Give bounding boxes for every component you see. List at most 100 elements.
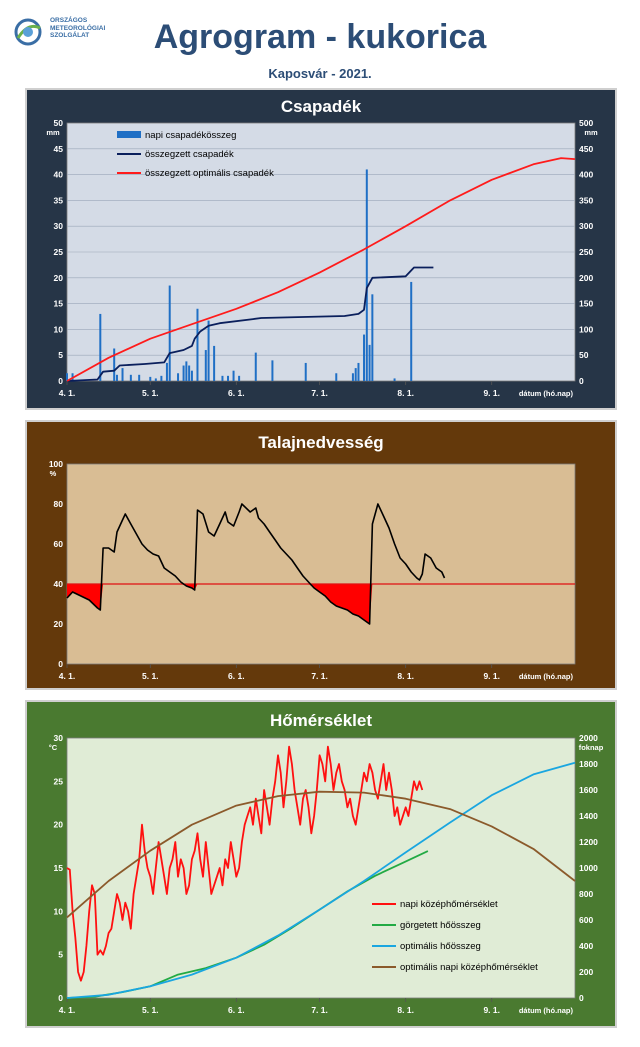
precipitation-bar xyxy=(113,348,116,381)
y2-tick-label: 1000 xyxy=(579,863,598,873)
precipitation-bar xyxy=(168,285,171,381)
x-tick-label: 4. 1. xyxy=(59,1005,76,1015)
x-axis-label: dátum (hó.nap) xyxy=(519,1006,574,1015)
x-tick-label: 5. 1. xyxy=(142,1005,159,1015)
legend-swatch xyxy=(117,131,141,138)
x-tick-label: 9. 1. xyxy=(483,1005,500,1015)
y2-tick-label: 600 xyxy=(579,915,593,925)
temperature-chart: Hőmérséklet 0 5 10 15 20 25 30°C 0 200 400 600 800 10… xyxy=(49,711,604,1015)
y2-tick-label: 50 xyxy=(579,350,589,360)
y2-tick-label: 0 xyxy=(579,376,584,386)
y-tick-label: 10 xyxy=(54,906,64,916)
legend-label: összegzett optimális csapadék xyxy=(145,168,274,179)
moisture-deficit-area xyxy=(67,584,445,624)
series-line-2 xyxy=(66,157,576,382)
x-tick-label: 4. 1. xyxy=(59,671,76,681)
x-tick-label: 5. 1. xyxy=(142,671,159,681)
y2-tick-label: 200 xyxy=(579,967,593,977)
y2-tick-label: 2000 xyxy=(579,733,598,743)
x-tick-label: 6. 1. xyxy=(228,1005,245,1015)
y-tick-label: 0 xyxy=(58,993,63,1003)
temperature-panel: Hőmérséklet 0 5 10 15 20 25 30 °C 0 200 400 600 800 10… xyxy=(25,700,617,1028)
y-tick-label: 15 xyxy=(54,863,64,873)
y2-tick-label: 200 xyxy=(579,273,593,283)
legend-label: optimális napi középhőmérséklet xyxy=(400,962,538,973)
x-tick-label: 9. 1. xyxy=(483,671,500,681)
y2-tick-label: 800 xyxy=(579,889,593,899)
omsz-logo: ORSZÁGOS METEOROLÓGIAI SZOLGÁLAT xyxy=(12,16,152,50)
y-tick-label: 25 xyxy=(54,776,64,786)
y-tick-label: 5 xyxy=(58,950,63,960)
precipitation-bar xyxy=(196,308,199,381)
precipitation-bar xyxy=(221,375,224,381)
precipitation-bar xyxy=(177,373,180,381)
chart-title: Hőmérséklet xyxy=(270,711,372,730)
y2-axis-label: foknap xyxy=(579,743,604,752)
x-tick-label: 7. 1. xyxy=(311,388,328,398)
series-line-0 xyxy=(66,503,446,625)
logo-line-1: ORSZÁGOS xyxy=(50,17,88,24)
omsz-logo-icon xyxy=(14,18,42,46)
y2-tick-label: 400 xyxy=(579,941,593,951)
y-tick-label: 30 xyxy=(54,733,64,743)
y-tick-label: 40 xyxy=(54,170,64,180)
x-axis-label: dátum (hó.nap) xyxy=(519,672,574,681)
y2-axis-label: mm xyxy=(584,128,598,137)
y-axis-label: % xyxy=(50,469,57,478)
precipitation-bar xyxy=(271,360,274,381)
x-tick-label: 8. 1. xyxy=(397,671,414,681)
precipitation-bar xyxy=(99,313,102,381)
precipitation-bar xyxy=(115,374,118,381)
y-tick-label: 20 xyxy=(54,619,64,629)
page-title: Agrogram - kukorica xyxy=(153,18,487,56)
x-tick-label: 7. 1. xyxy=(311,1005,328,1015)
y2-tick-label: 400 xyxy=(579,170,593,180)
y-tick-label: 20 xyxy=(54,273,64,283)
precipitation-bar xyxy=(238,375,241,381)
soil-moisture-panel: Talajnedvesség 0 20 40 60 80 100% 4. 1. 5. 1. 6. … xyxy=(25,420,617,690)
x-tick-label: 6. 1. xyxy=(228,388,245,398)
precipitation-chart: Csapadék05101520253035404550mm0501001502… xyxy=(46,97,598,398)
x-tick-label: 4. 1. xyxy=(59,388,76,398)
logo-line-2: METEOROLÓGIAI xyxy=(50,24,106,32)
y-tick-label: 40 xyxy=(54,579,64,589)
y-tick-label: 25 xyxy=(54,247,64,257)
chart-title: Talajnedvesség xyxy=(258,433,383,452)
y-tick-label: 5 xyxy=(58,350,63,360)
y2-tick-label: 450 xyxy=(579,144,593,154)
y2-tick-label: 250 xyxy=(579,247,593,257)
precipitation-bar xyxy=(351,373,354,381)
x-tick-label: 5. 1. xyxy=(142,388,159,398)
precipitation-bar xyxy=(190,370,193,381)
precipitation-bar xyxy=(207,320,210,381)
precipitation-bar xyxy=(371,294,374,381)
precipitation-bar xyxy=(254,352,257,381)
logo-line-3: SZOLGÁLAT xyxy=(50,32,90,39)
precipitation-bar xyxy=(232,370,235,381)
y2-tick-label: 350 xyxy=(579,195,593,205)
legend-label: összegzett csapadék xyxy=(145,149,234,160)
y-tick-label: 20 xyxy=(54,820,64,830)
y2-tick-label: 1200 xyxy=(579,837,598,847)
legend-label: napi középhőmérséklet xyxy=(400,899,498,910)
precipitation-bar xyxy=(227,375,230,381)
y-tick-label: 50 xyxy=(54,118,64,128)
precipitation-bar xyxy=(185,361,188,381)
x-tick-label: 7. 1. xyxy=(311,671,328,681)
logo-text: ORSZÁGOS METEOROLÓGIAI SZOLGÁLAT xyxy=(50,17,105,40)
precipitation-bar xyxy=(335,373,338,381)
precipitation-bar xyxy=(363,334,366,381)
series-line-0 xyxy=(66,745,424,982)
precipitation-bar xyxy=(188,365,191,381)
y2-tick-label: 300 xyxy=(579,221,593,231)
precipitation-bar xyxy=(393,378,396,381)
y-tick-label: 35 xyxy=(54,195,64,205)
y2-tick-label: 1800 xyxy=(579,759,598,769)
x-tick-label: 8. 1. xyxy=(397,388,414,398)
precipitation-bar xyxy=(213,345,216,381)
series-line-1 xyxy=(66,266,434,382)
x-tick-label: 9. 1. xyxy=(483,388,500,398)
soil-moisture-chart: Talajnedvesség 0 20 40 60 80 100% 4. 1. 5. 1. 6. … xyxy=(49,433,576,681)
y2-tick-label: 500 xyxy=(579,118,593,128)
precipitation-bar xyxy=(154,378,157,381)
